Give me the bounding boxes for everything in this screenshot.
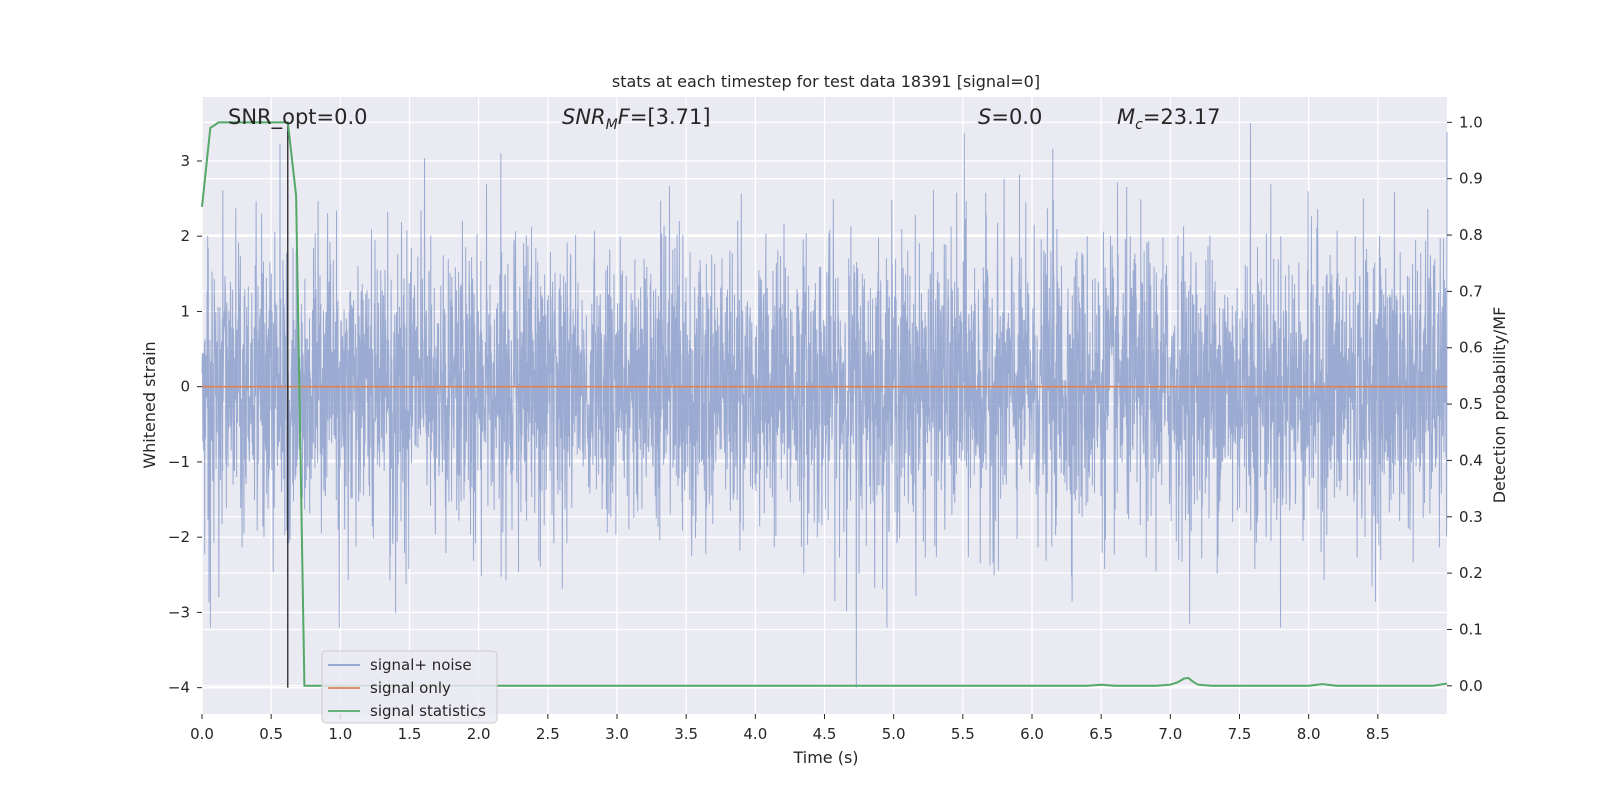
y-tick-label: 1 — [180, 302, 190, 320]
chart-title: stats at each timestep for test data 183… — [612, 72, 1040, 91]
y-tick-label: −3 — [168, 603, 190, 621]
y-tick-label: −4 — [168, 679, 190, 697]
x-tick-label: 8.5 — [1366, 725, 1390, 743]
series-signal-statistics — [201, 121, 1448, 687]
y-tick-label: 2 — [180, 227, 190, 245]
x-axis-label: Time (s) — [792, 748, 858, 767]
legend-label: signal+ noise — [370, 656, 472, 674]
x-tick-label: 7.5 — [1228, 725, 1252, 743]
annotations: SNR_opt=0.0 SNRMF=[3.71] S=0.0 Mc=23.17 — [228, 105, 1221, 133]
x-tick-label: 2.0 — [467, 725, 491, 743]
x-tick-label: 0.5 — [259, 725, 283, 743]
y-right-tick-label: 0.4 — [1459, 451, 1483, 469]
signal-statistics-line — [201, 121, 1448, 687]
annotation-s: S=0.0 — [978, 105, 1042, 129]
annotation-snr-mf: SNRMF=[3.71] — [562, 105, 711, 133]
x-tick-label: 6.5 — [1089, 725, 1113, 743]
x-tick-label: 3.5 — [674, 725, 698, 743]
x-tick-label: 3.0 — [605, 725, 629, 743]
y-right-tick-label: 0.6 — [1459, 339, 1483, 357]
series-signal-noise — [201, 123, 1448, 688]
y-tick-label: −2 — [168, 528, 190, 546]
annotation-mc: Mc=23.17 — [1117, 105, 1221, 133]
x-tick-label: 6.0 — [1020, 725, 1044, 743]
y-axis-label: Whitened strain — [140, 341, 159, 468]
y-right-tick-label: 0.3 — [1459, 508, 1483, 526]
noise-line — [201, 123, 1448, 688]
legend-label: signal only — [370, 679, 451, 697]
x-tick-label: 7.0 — [1158, 725, 1182, 743]
legend-label: signal statistics — [370, 702, 486, 720]
y-right-tick-label: 0.0 — [1459, 677, 1483, 695]
y-right-tick-label: 1.0 — [1459, 113, 1483, 131]
y-right-tick-label: 0.2 — [1459, 564, 1483, 582]
x-tick-label: 8.0 — [1297, 725, 1321, 743]
annotation-snr-opt: SNR_opt=0.0 — [228, 105, 368, 130]
x-tick-label: 4.0 — [743, 725, 767, 743]
y-right-tick-label: 0.7 — [1459, 282, 1483, 300]
y-right-tick-label: 0.1 — [1459, 620, 1483, 638]
x-tick-label: 5.5 — [951, 725, 975, 743]
y-tick-label: −1 — [168, 453, 190, 471]
x-tick-label: 5.0 — [882, 725, 906, 743]
axis-ticks: 0.0 0.5 1.0 1.5 2.0 2.5 3.0 3.5 4.0 4.5 5.0 5.5 6.0 6… — [168, 113, 1483, 743]
x-tick-label: 2.5 — [536, 725, 560, 743]
y-axis-right-label: Detection probability/MF — [1490, 307, 1509, 504]
y-right-tick-label: 0.9 — [1459, 170, 1483, 188]
y-right-tick-label: 0.5 — [1459, 395, 1483, 413]
x-tick-label: 0.0 — [190, 725, 214, 743]
legend-box — [321, 650, 498, 724]
legend: signal+ noise signal only signal statistic… — [321, 650, 498, 724]
y-tick-label: 3 — [180, 152, 190, 170]
x-tick-label: 1.0 — [328, 725, 352, 743]
x-tick-label: 1.5 — [398, 725, 422, 743]
x-tick-label: 4.5 — [813, 725, 837, 743]
y-right-tick-label: 0.8 — [1459, 226, 1483, 244]
y-tick-label: 0 — [180, 378, 190, 396]
